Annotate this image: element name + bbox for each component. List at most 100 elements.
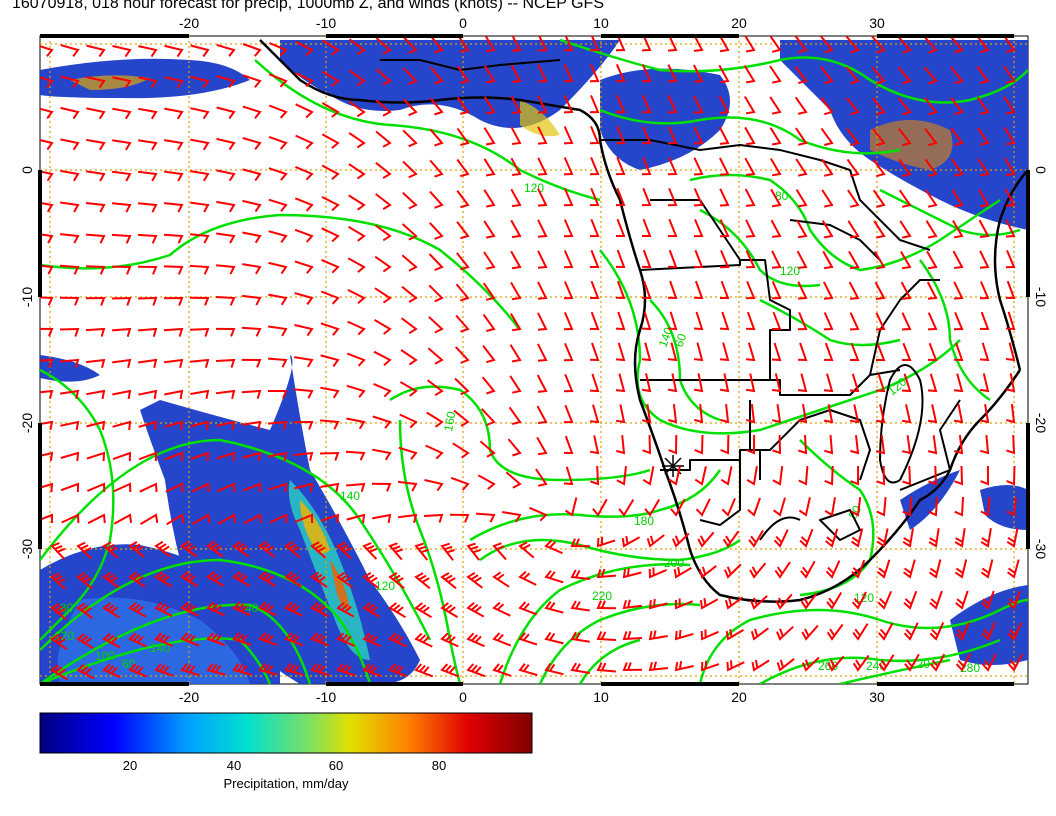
wind-barb bbox=[137, 296, 158, 306]
wind-barb bbox=[268, 230, 288, 243]
wind-barb bbox=[399, 381, 418, 397]
wind-barb bbox=[563, 219, 574, 238]
wind-barb bbox=[667, 36, 678, 52]
wind-barb bbox=[615, 249, 626, 269]
wind-barb bbox=[268, 73, 288, 88]
wind-barb bbox=[112, 327, 132, 337]
wind-barb bbox=[294, 482, 314, 493]
wind-barb bbox=[310, 663, 330, 677]
wind-barb bbox=[206, 571, 225, 587]
wind-barb bbox=[901, 404, 912, 424]
wind-barb bbox=[851, 591, 867, 610]
lat-tick-label: 0 bbox=[19, 166, 35, 174]
wind-barb bbox=[295, 134, 314, 150]
wind-barb bbox=[693, 311, 704, 331]
wind-barb bbox=[872, 128, 886, 147]
wind-barb bbox=[180, 571, 199, 587]
wind-barb bbox=[668, 434, 678, 455]
wind-barb bbox=[537, 343, 548, 362]
wind-barb bbox=[216, 420, 236, 431]
wind-barb bbox=[719, 250, 730, 269]
wind-barb bbox=[900, 250, 912, 270]
wind-barb bbox=[50, 603, 67, 621]
wind-barb bbox=[876, 465, 886, 486]
wind-barb bbox=[374, 255, 392, 273]
wind-barb bbox=[76, 602, 94, 620]
wind-barb bbox=[751, 659, 770, 672]
wind-barb bbox=[85, 358, 106, 368]
wind-barb bbox=[589, 373, 600, 393]
wind-barb bbox=[258, 601, 277, 617]
wind-barb bbox=[477, 474, 496, 490]
wind-barb bbox=[128, 632, 147, 648]
wind-barb bbox=[901, 435, 912, 455]
wind-barb bbox=[60, 169, 80, 182]
wind-barb bbox=[294, 513, 314, 524]
wind-barb bbox=[872, 158, 886, 178]
wind-barb bbox=[700, 629, 719, 641]
lon-tick-label: 0 bbox=[459, 689, 467, 705]
wind-barb bbox=[429, 128, 444, 147]
wind-barb bbox=[242, 482, 261, 492]
wind-barb bbox=[615, 36, 626, 52]
wind-barb bbox=[724, 596, 744, 610]
wind-barb bbox=[746, 403, 756, 424]
wind-barb bbox=[900, 281, 912, 300]
wind-barb bbox=[719, 342, 730, 362]
wind-barb bbox=[615, 126, 626, 145]
wind-barb bbox=[771, 404, 782, 424]
wind-barb bbox=[268, 261, 288, 275]
wind-barb bbox=[824, 497, 836, 517]
wind-barb bbox=[402, 160, 418, 179]
wind-barb bbox=[902, 342, 912, 361]
wind-barb bbox=[925, 189, 938, 208]
colorbar bbox=[39, 712, 533, 754]
wind-barb bbox=[589, 404, 600, 424]
wind-barb bbox=[402, 36, 418, 54]
wind-barb bbox=[466, 663, 486, 678]
wind-barb bbox=[322, 70, 340, 87]
wind-barb bbox=[102, 663, 121, 679]
wind-barb bbox=[876, 497, 887, 517]
wind-barb bbox=[979, 373, 990, 393]
wind-barb bbox=[60, 482, 80, 493]
wind-barb bbox=[320, 482, 340, 493]
wind-barb bbox=[76, 633, 94, 650]
wind-barb bbox=[589, 36, 600, 52]
wind-barb bbox=[901, 312, 912, 331]
wind-barb bbox=[242, 231, 262, 244]
wind-barb bbox=[615, 156, 626, 176]
wind-barb bbox=[826, 591, 843, 610]
wind-barb bbox=[138, 358, 158, 369]
lon-tick-label: 20 bbox=[731, 689, 747, 705]
wind-barb bbox=[622, 599, 643, 610]
wind-barb bbox=[111, 265, 132, 275]
wind-barb bbox=[720, 280, 730, 299]
wind-barb bbox=[482, 313, 496, 332]
wind-barb bbox=[980, 435, 990, 455]
wind-barb bbox=[397, 513, 418, 524]
wind-barb bbox=[744, 188, 756, 207]
wind-barb bbox=[1006, 496, 1017, 517]
wind-barb bbox=[414, 542, 429, 561]
wind-barb bbox=[190, 389, 210, 400]
wind-barb bbox=[641, 36, 652, 52]
wind-barb bbox=[336, 541, 352, 560]
wind-barb bbox=[347, 225, 366, 242]
wind-barb bbox=[139, 513, 159, 525]
wind-barb bbox=[346, 384, 366, 398]
wind-barb bbox=[128, 663, 148, 678]
wind-barb bbox=[1005, 250, 1016, 269]
wind-barb bbox=[823, 281, 834, 300]
wind-barb bbox=[429, 159, 444, 178]
wind-barb bbox=[258, 663, 278, 676]
wind-barb bbox=[112, 45, 132, 58]
wind-barb bbox=[981, 653, 997, 672]
wind-barb bbox=[479, 440, 496, 458]
wind-barb bbox=[310, 571, 328, 588]
wind-barb bbox=[537, 64, 548, 83]
wind-barb bbox=[847, 220, 860, 239]
wind-barb bbox=[823, 342, 834, 362]
wind-barb bbox=[544, 662, 564, 676]
